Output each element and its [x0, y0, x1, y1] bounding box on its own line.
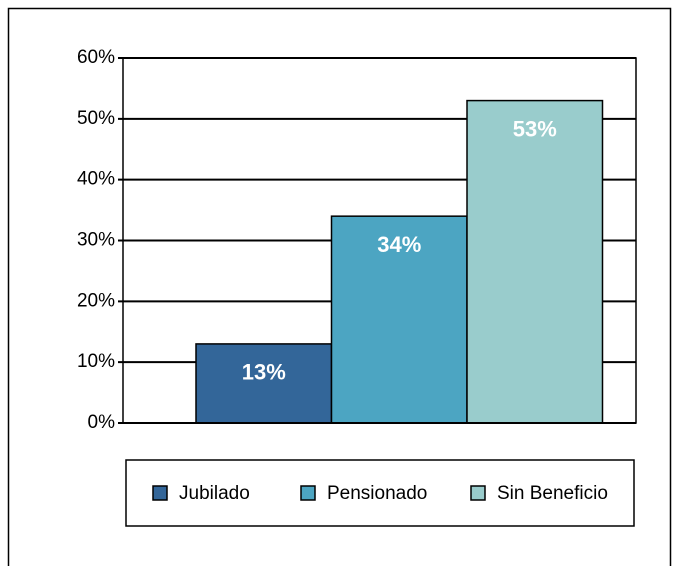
legend-label: Pensionado — [327, 483, 427, 504]
legend — [125, 459, 635, 527]
bar — [466, 99, 604, 424]
legend-label: Jubilado — [179, 483, 250, 504]
y-tick-label: 0% — [88, 412, 116, 433]
y-tick-label: 10% — [77, 351, 115, 372]
legend-swatch — [152, 485, 168, 501]
y-tick-label: 60% — [77, 47, 115, 68]
y-tick-label: 50% — [77, 108, 115, 129]
value-label: 13% — [242, 360, 286, 385]
y-tick-label: 40% — [77, 169, 115, 190]
value-label: 53% — [513, 116, 557, 141]
legend-swatch — [300, 485, 316, 501]
y-tick-label: 20% — [77, 290, 115, 311]
bar — [330, 215, 468, 424]
y-tick-label: 30% — [77, 230, 115, 251]
bar — [195, 343, 333, 424]
legend-label: Sin Beneficio — [497, 483, 608, 504]
legend-swatch — [470, 485, 486, 501]
value-label: 34% — [377, 232, 421, 257]
